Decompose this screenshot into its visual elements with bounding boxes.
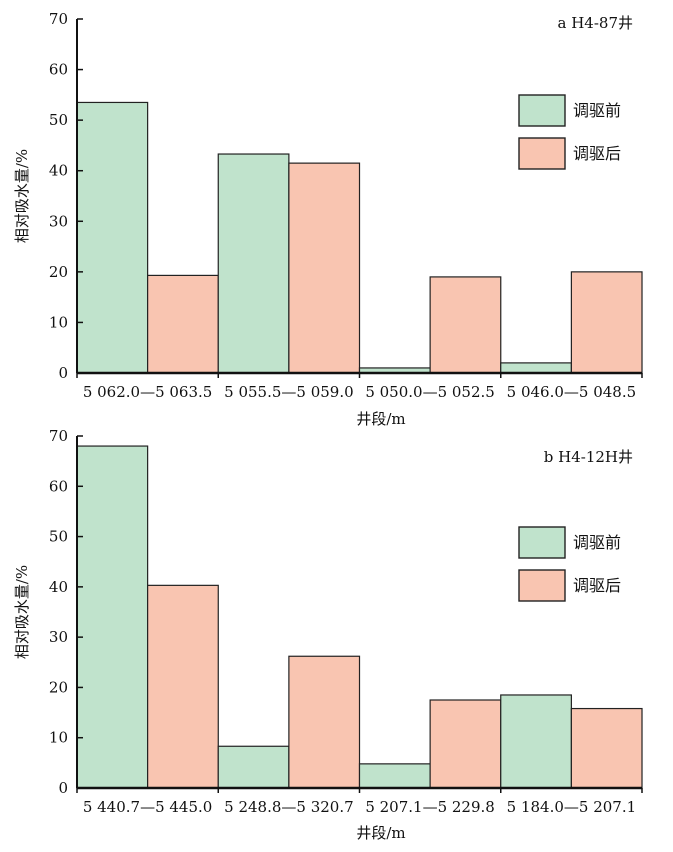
bar-after-3 [429,276,502,374]
legend: 调驱前 调驱后 [518,94,621,170]
bar-before-1 [76,101,149,374]
bar-before-3 [358,763,431,789]
legend-swatch-after [518,137,566,170]
chart-panel-b: b H4-12H井 相对吸水量/% 井段/m 调驱前 调驱后 5 440.7—5… [13,427,643,842]
y-tick-label: 20 [49,678,68,696]
y-tick-label: 20 [49,263,68,281]
x-tick-label: 5 184.0—5 207.1 [507,798,637,816]
x-tick-label: 5 055.5—5 059.0 [224,383,354,401]
x-tick-label: 5 062.0—5 063.5 [83,383,213,401]
legend-label-before: 调驱前 [573,533,621,552]
x-tick-label: 5 050.0—5 052.5 [365,383,495,401]
y-tick-label: 40 [49,578,68,596]
x-tick-label: 5 046.0—5 048.5 [507,383,637,401]
x-tick-label: 5 207.1—5 229.8 [365,798,495,816]
y-tick-label: 10 [49,729,68,747]
bar-after-2 [288,162,361,374]
bar-after-2 [288,655,361,789]
bar-after-1 [147,274,219,374]
x-tick-label: 5 440.7—5 445.0 [83,798,213,816]
x-axis-title: 井段/m [356,824,405,842]
bar-after-4 [570,271,643,374]
y-tick-label: 30 [49,628,68,646]
y-axis-title: 相对吸水量/% [13,565,31,659]
chart-panel-a: a H4-87井 相对吸水量/% 井段/m 调驱前 调驱后 5 062.0—5 … [13,10,643,428]
legend-label-before: 调驱前 [573,101,621,120]
y-tick-label: 30 [49,212,68,230]
x-axis-title: 井段/m [356,410,405,428]
y-tick-label: 70 [49,10,68,28]
bar-before-2 [217,745,290,789]
y-tick-label: 10 [49,313,68,331]
y-tick-label: 0 [58,779,68,797]
bar-before-2 [217,153,290,374]
y-tick-label: 50 [49,111,68,129]
legend-swatch-before [518,94,566,127]
y-tick-label: 70 [49,427,68,445]
x-tick-label: 5 248.8—5 320.7 [224,798,354,816]
y-tick-label: 50 [49,528,68,546]
bar-before-4 [500,694,572,789]
bar-before-1 [76,445,149,789]
legend-label-after: 调驱后 [573,576,621,595]
panel-label: b H4-12H井 [544,448,633,466]
y-axis-title: 相对吸水量/% [13,149,31,243]
bar-before-4 [500,362,572,374]
bar-after-3 [429,699,502,789]
y-tick-label: 0 [58,364,68,382]
bar-after-1 [147,584,219,789]
panel-label: a H4-87井 [558,14,634,32]
legend-swatch-before [518,526,566,559]
bar-after-4 [570,707,643,789]
y-tick-label: 60 [49,61,68,79]
legend-label-after: 调驱后 [573,144,621,163]
legend: 调驱前 调驱后 [518,526,621,602]
y-tick-label: 60 [49,477,68,495]
legend-swatch-after [518,569,566,602]
y-tick-label: 40 [49,162,68,180]
